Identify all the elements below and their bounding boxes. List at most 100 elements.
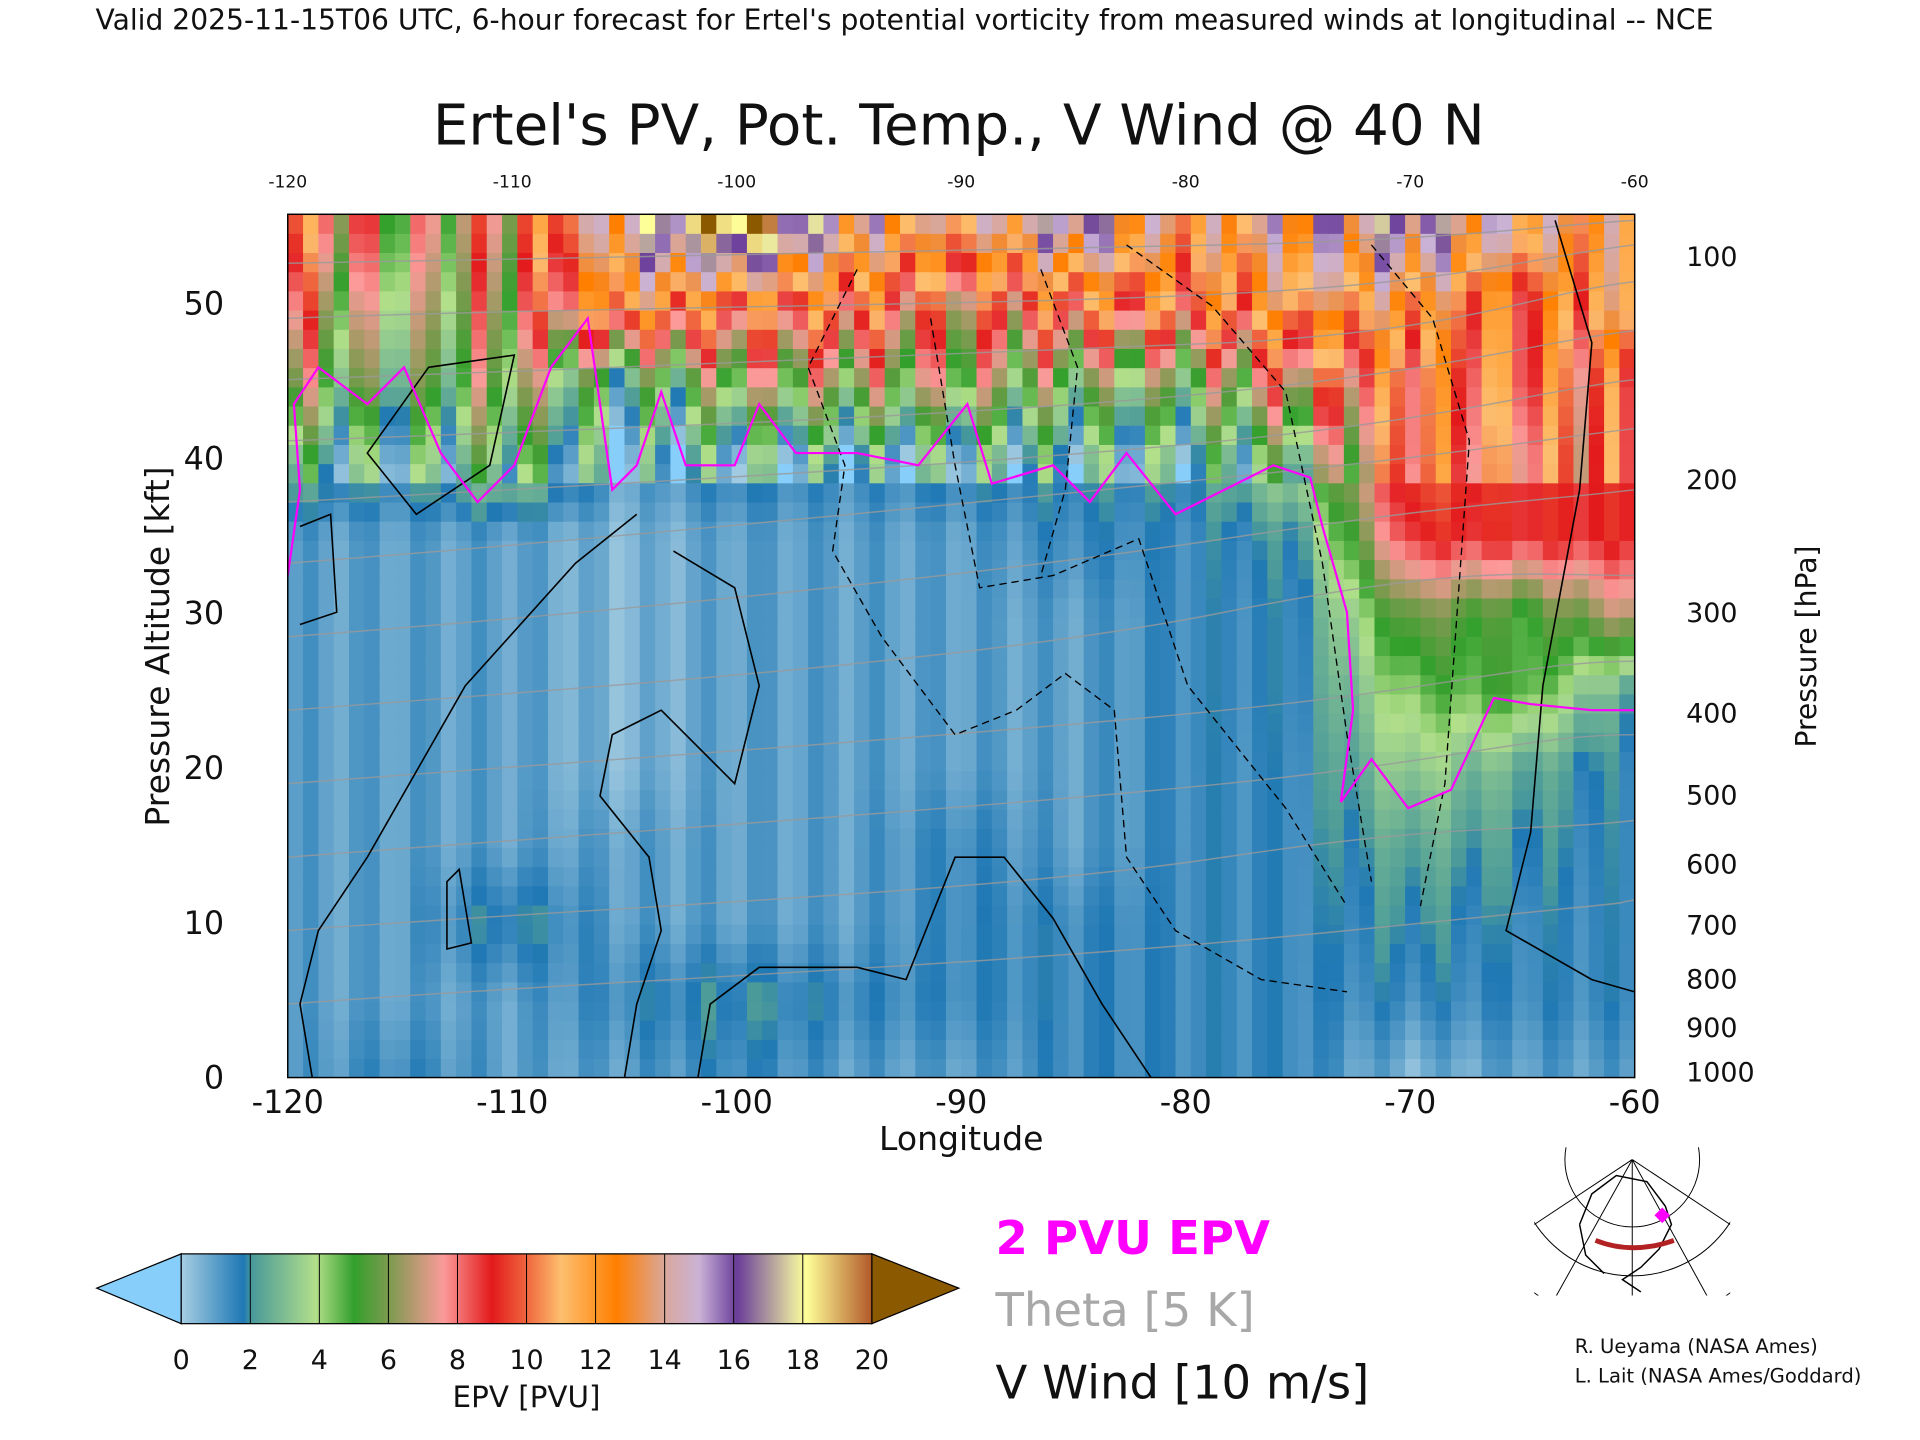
- heatmap-cell: [348, 501, 366, 522]
- heatmap-cell: [609, 348, 626, 369]
- heatmap-cell: [1190, 885, 1207, 906]
- top-axis-ticks: -120 -110 -100 -90 -80 -70 -60: [268, 172, 1648, 192]
- heatmap-cell: [318, 924, 335, 944]
- heatmap-cell: [1022, 444, 1039, 465]
- heatmap-cell: [1252, 655, 1269, 676]
- heatmap-cell: [685, 1039, 702, 1060]
- heatmap-cell: [1328, 789, 1345, 810]
- heatmap-cell: [1297, 904, 1314, 925]
- heatmap-cell: [670, 866, 687, 887]
- heatmap-cell: [1252, 444, 1269, 465]
- heatmap-cell: [1083, 329, 1100, 349]
- heatmap-cell: [1512, 943, 1529, 964]
- heatmap-cell: [593, 962, 610, 983]
- heatmap-cell: [838, 271, 855, 292]
- heatmap-cell: [670, 655, 687, 676]
- heatmap-cell: [639, 520, 656, 541]
- heatmap-cell: [1466, 252, 1483, 273]
- heatmap-cell: [593, 463, 610, 484]
- heatmap-cell: [731, 386, 748, 407]
- heatmap-cell: [1343, 425, 1360, 445]
- heatmap-cell: [1451, 329, 1468, 349]
- heatmap-cell: [303, 482, 320, 503]
- heatmap-cell: [1405, 904, 1422, 925]
- heatmap-cell: [961, 386, 978, 407]
- heatmap-cell: [410, 252, 427, 273]
- heatmap-cell: [1007, 425, 1024, 445]
- pressure-tick-label: 500: [1686, 780, 1737, 811]
- heatmap-cell: [364, 405, 381, 426]
- heatmap-cell: [440, 943, 457, 964]
- heatmap-cell: [1481, 693, 1498, 714]
- heatmap-cell: [762, 1019, 779, 1040]
- heatmap-cell: [869, 1039, 886, 1060]
- heatmap-cell: [1083, 520, 1100, 541]
- heatmap-cell: [1129, 1000, 1146, 1021]
- heatmap-cell: [1129, 578, 1146, 599]
- heatmap-cell: [838, 808, 855, 829]
- heatmap-cell: [456, 924, 473, 944]
- heatmap-cell: [655, 981, 672, 1002]
- heatmap-cell: [838, 405, 855, 426]
- heatmap-cell: [1068, 597, 1085, 618]
- heatmap-cell: [517, 943, 534, 964]
- heatmap-cell: [945, 233, 962, 254]
- heatmap-cell: [1022, 847, 1039, 868]
- heatmap-cell: [884, 924, 901, 944]
- heatmap-cell: [1037, 808, 1054, 829]
- heatmap-cell: [1496, 444, 1513, 465]
- heatmap-cell: [532, 1039, 549, 1060]
- heatmap-cell: [701, 693, 718, 714]
- pressure-tick-label: 400: [1686, 698, 1737, 729]
- heatmap-cell: [578, 808, 595, 829]
- heatmap-cell: [532, 674, 549, 695]
- heatmap-cell: [1374, 559, 1391, 580]
- heatmap-cell: [578, 482, 595, 503]
- heatmap-cell: [1144, 808, 1161, 829]
- heatmap-cell: [364, 482, 381, 503]
- heatmap-cell: [1619, 578, 1635, 599]
- heatmap-cell: [303, 309, 320, 330]
- heatmap-cell: [792, 866, 809, 887]
- heatmap-cell: [746, 597, 763, 618]
- heatmap-cell: [1512, 1000, 1529, 1021]
- heatmap-cell: [425, 386, 442, 407]
- heatmap-cell: [1144, 693, 1161, 714]
- heatmap-cell: [532, 981, 549, 1002]
- heatmap-cell: [1037, 828, 1054, 848]
- heatmap-cell: [486, 770, 503, 791]
- heatmap-cell: [1420, 924, 1437, 944]
- heatmap-cell: [1098, 501, 1116, 522]
- heatmap-cell: [1359, 271, 1376, 292]
- heatmap-cell: [547, 252, 564, 273]
- heatmap-cell: [318, 540, 335, 561]
- heatmap-cell: [1451, 962, 1468, 983]
- heatmap-cell: [1114, 290, 1131, 311]
- heatmap-cell: [731, 214, 748, 234]
- heatmap-cell: [701, 943, 718, 964]
- heatmap-cell: [1160, 885, 1177, 906]
- heatmap-cell: [1007, 770, 1024, 791]
- heatmap-cell: [1175, 309, 1192, 330]
- heatmap-cell: [746, 751, 763, 772]
- heatmap-cell: [1588, 348, 1605, 369]
- heatmap-cell: [655, 463, 672, 484]
- heatmap-cell: [1313, 770, 1330, 791]
- heatmap-cell: [1267, 559, 1284, 580]
- heatmap-cell: [563, 693, 580, 714]
- heatmap-cell: [1359, 1039, 1376, 1060]
- heatmap-cell: [563, 540, 580, 561]
- heatmap-cell: [532, 578, 549, 599]
- heatmap-cell: [869, 789, 886, 810]
- heatmap-cell: [1252, 482, 1269, 503]
- heatmap-cell: [364, 885, 381, 906]
- heatmap-cell: [731, 405, 748, 426]
- heatmap-cell: [394, 540, 411, 561]
- heatmap-cell: [318, 520, 335, 541]
- heatmap-cell: [456, 501, 473, 522]
- heatmap-cell: [1144, 540, 1161, 561]
- heatmap-cell: [471, 597, 488, 618]
- heatmap-cell: [655, 482, 672, 503]
